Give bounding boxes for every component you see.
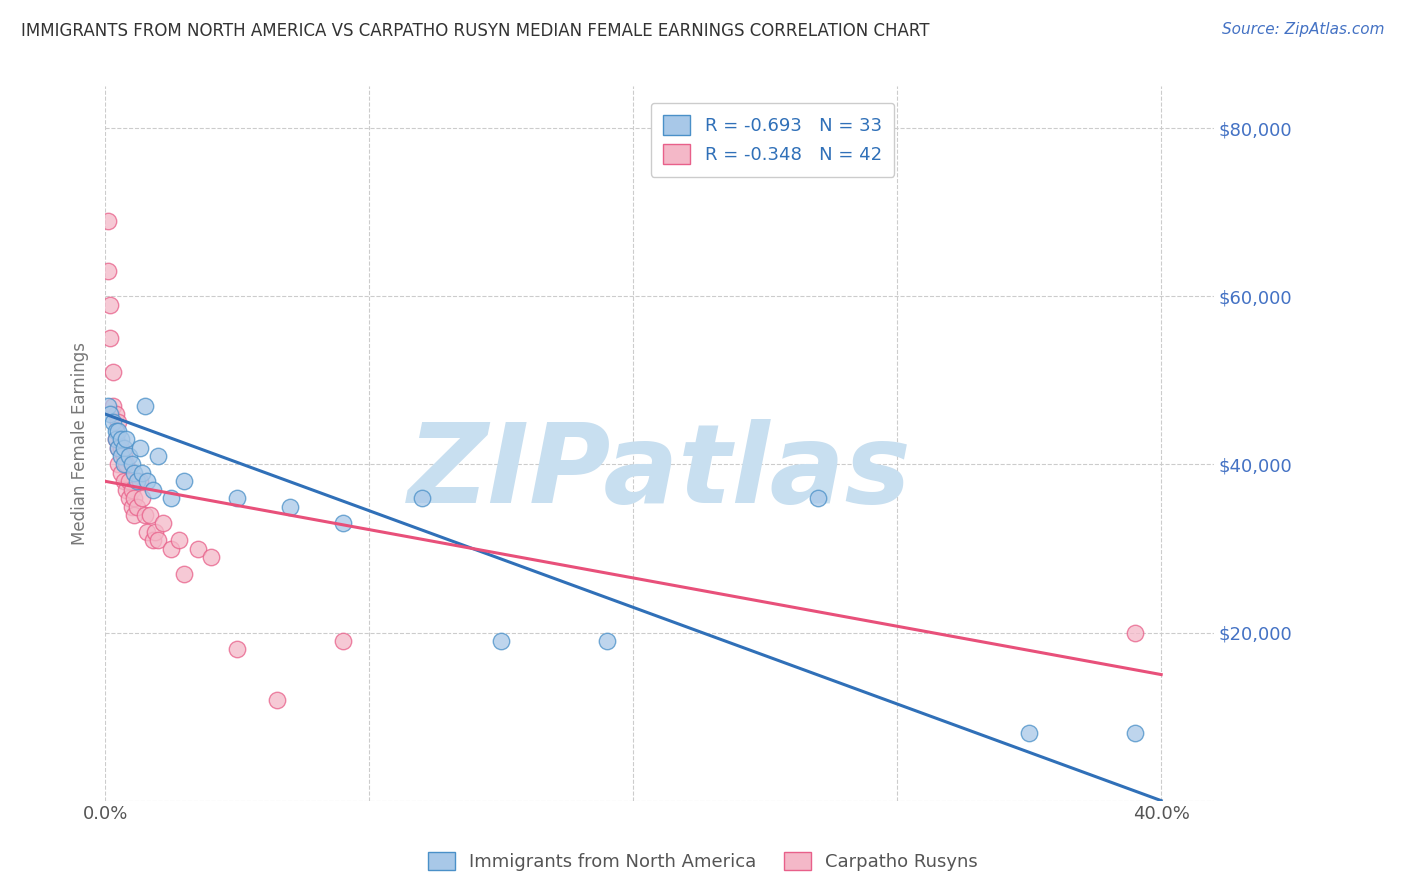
Point <box>104 407 127 421</box>
Point <box>596 634 619 648</box>
Point <box>110 441 132 455</box>
Point <box>332 516 354 531</box>
Point <box>115 483 138 497</box>
Legend: Immigrants from North America, Carpatho Rusyns: Immigrants from North America, Carpatho … <box>420 845 986 879</box>
Point <box>146 449 169 463</box>
Point <box>266 693 288 707</box>
Point <box>112 441 135 455</box>
Point <box>278 500 301 514</box>
Point <box>226 491 249 505</box>
Point <box>100 331 122 345</box>
Point <box>122 508 145 522</box>
Point <box>131 491 153 505</box>
Point <box>107 416 129 430</box>
Point <box>104 432 127 446</box>
Legend: R = -0.693   N = 33, R = -0.348   N = 42: R = -0.693 N = 33, R = -0.348 N = 42 <box>651 103 894 177</box>
Point <box>136 524 159 539</box>
Point <box>104 432 127 446</box>
Point <box>1123 625 1146 640</box>
Point <box>136 475 159 489</box>
Point <box>97 264 120 278</box>
Point <box>107 441 129 455</box>
Point <box>107 424 129 438</box>
Point <box>121 483 143 497</box>
Point <box>489 634 512 648</box>
Point <box>101 399 124 413</box>
Point <box>160 541 183 556</box>
Point <box>134 508 156 522</box>
Point <box>100 298 122 312</box>
Point <box>101 365 124 379</box>
Point <box>134 399 156 413</box>
Point <box>167 533 190 548</box>
Point <box>145 524 167 539</box>
Point <box>101 416 124 430</box>
Point <box>128 475 150 489</box>
Point <box>110 449 132 463</box>
Point <box>112 449 135 463</box>
Point <box>112 475 135 489</box>
Point <box>125 500 148 514</box>
Point <box>107 458 129 472</box>
Point <box>118 475 141 489</box>
Point <box>142 483 165 497</box>
Point <box>112 458 135 472</box>
Point <box>107 441 129 455</box>
Point <box>1123 726 1146 740</box>
Point <box>173 566 195 581</box>
Y-axis label: Median Female Earnings: Median Female Earnings <box>72 342 89 545</box>
Point <box>100 407 122 421</box>
Point <box>332 634 354 648</box>
Point <box>122 491 145 505</box>
Point <box>187 541 209 556</box>
Point <box>142 533 165 548</box>
Point <box>118 449 141 463</box>
Point <box>226 642 249 657</box>
Point <box>146 533 169 548</box>
Point <box>125 475 148 489</box>
Point <box>115 432 138 446</box>
Point <box>122 466 145 480</box>
Point <box>160 491 183 505</box>
Text: ZIPatlas: ZIPatlas <box>408 418 911 525</box>
Point <box>131 466 153 480</box>
Point <box>128 441 150 455</box>
Point <box>139 508 162 522</box>
Point <box>97 214 120 228</box>
Point <box>411 491 433 505</box>
Text: Source: ZipAtlas.com: Source: ZipAtlas.com <box>1222 22 1385 37</box>
Point <box>121 458 143 472</box>
Point <box>110 466 132 480</box>
Text: IMMIGRANTS FROM NORTH AMERICA VS CARPATHO RUSYN MEDIAN FEMALE EARNINGS CORRELATI: IMMIGRANTS FROM NORTH AMERICA VS CARPATH… <box>21 22 929 40</box>
Point <box>118 491 141 505</box>
Point <box>1018 726 1040 740</box>
Point <box>104 424 127 438</box>
Point <box>173 475 195 489</box>
Point <box>97 399 120 413</box>
Point <box>807 491 830 505</box>
Point <box>110 432 132 446</box>
Point <box>152 516 174 531</box>
Point <box>121 500 143 514</box>
Point <box>200 549 222 564</box>
Point <box>115 458 138 472</box>
